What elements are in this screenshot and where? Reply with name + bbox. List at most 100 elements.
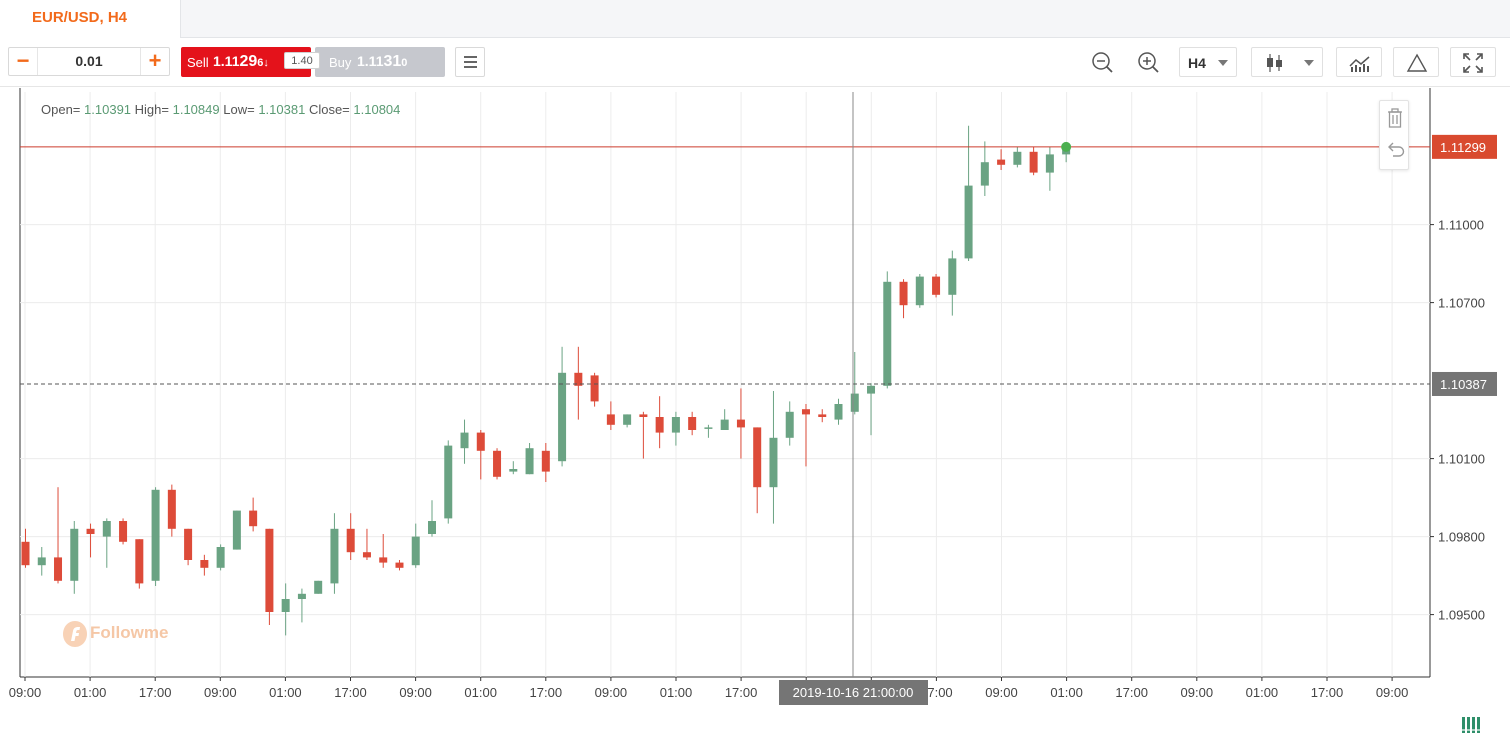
candle bbox=[574, 346, 583, 420]
candle bbox=[460, 419, 469, 464]
candle-body bbox=[70, 528, 79, 581]
candle-body bbox=[1045, 154, 1054, 173]
time-tick-label: 17:00 bbox=[530, 685, 563, 700]
candle bbox=[623, 414, 632, 428]
crosshair-time-label: 2019-10-16 21:00:00 bbox=[793, 685, 914, 700]
candle bbox=[54, 487, 63, 584]
zoom-out-icon bbox=[1092, 52, 1113, 73]
candle-body bbox=[964, 185, 973, 259]
candle bbox=[297, 588, 306, 623]
time-tick-label: 09:00 bbox=[985, 685, 1018, 700]
candle bbox=[379, 534, 388, 568]
undo-icon[interactable] bbox=[1385, 139, 1405, 161]
ohlc-open: 1.10391 bbox=[84, 102, 132, 117]
candle-body bbox=[362, 552, 371, 558]
candle-body bbox=[216, 547, 225, 568]
time-tick-label: 09:00 bbox=[204, 685, 237, 700]
candle bbox=[753, 427, 762, 514]
chart-toolbar: − 0.01 + Sell 1.11296↓ Buy 1.11310 1.40 … bbox=[0, 38, 1510, 87]
candle bbox=[362, 528, 371, 560]
candle-body bbox=[980, 162, 989, 186]
followme-logo-icon bbox=[63, 621, 87, 647]
candle-body bbox=[769, 437, 778, 488]
candle bbox=[86, 523, 95, 558]
candle-body bbox=[102, 521, 111, 537]
tab-title: EUR/USD, H4 bbox=[32, 9, 128, 26]
candle-body bbox=[834, 404, 843, 420]
tab-eurusd-h4[interactable]: EUR/USD, H4 bbox=[0, 0, 181, 38]
trash-icon[interactable] bbox=[1385, 107, 1405, 129]
candle-body bbox=[801, 409, 810, 415]
time-tick-label: 09:00 bbox=[595, 685, 628, 700]
candle bbox=[102, 518, 111, 568]
current-price-label: 1.11299 bbox=[1440, 140, 1486, 155]
zoom-in-button[interactable] bbox=[1134, 47, 1164, 77]
price-chart[interactable]: 1.09500 1.09800 1.10100 1.10700 1.11000 09:00… bbox=[0, 88, 1510, 743]
crosshair-time-badge bbox=[779, 680, 928, 705]
candle-body bbox=[265, 528, 274, 612]
candle bbox=[265, 528, 274, 625]
menu-button[interactable] bbox=[455, 47, 485, 77]
candle-body bbox=[899, 281, 908, 306]
candle bbox=[476, 430, 485, 480]
candle bbox=[151, 487, 160, 586]
chart-type-select[interactable] bbox=[1251, 47, 1323, 77]
crosshair-price-label: 1.10387 bbox=[1440, 377, 1487, 392]
candle-body bbox=[297, 593, 306, 599]
candles bbox=[21, 125, 1071, 636]
quantity-input[interactable]: 0.01 bbox=[75, 53, 103, 69]
time-tick-label: 17:00 bbox=[1311, 685, 1344, 700]
candle bbox=[704, 424, 713, 438]
buy-button[interactable]: Buy 1.11310 bbox=[315, 47, 445, 77]
indicators-button[interactable] bbox=[1336, 47, 1382, 77]
candle-body bbox=[541, 450, 550, 472]
candle bbox=[606, 401, 615, 430]
candle-body bbox=[119, 521, 128, 542]
live-price-dot bbox=[1061, 141, 1072, 152]
candle-body bbox=[232, 510, 241, 550]
current-price-badge bbox=[1432, 134, 1497, 159]
candle bbox=[200, 554, 209, 576]
candle-body bbox=[509, 469, 518, 472]
buy-price: 1.11310 bbox=[357, 53, 408, 70]
candle bbox=[493, 448, 502, 480]
candle bbox=[720, 409, 729, 430]
candle-body bbox=[1029, 151, 1038, 173]
candle-body bbox=[184, 528, 193, 560]
ohlc-readout: Open= 1.10391 High= 1.10849 Low= 1.10381… bbox=[41, 102, 401, 117]
candle-body bbox=[460, 432, 469, 449]
fullscreen-button[interactable] bbox=[1450, 47, 1496, 77]
quantity-decrease-button[interactable]: − bbox=[9, 48, 38, 75]
candle bbox=[70, 521, 79, 594]
timeframe-select[interactable]: H4 bbox=[1179, 47, 1237, 77]
volume-bars-icon[interactable] bbox=[1462, 717, 1482, 733]
candle-body bbox=[249, 510, 258, 527]
candle-body bbox=[558, 372, 567, 462]
candle-body bbox=[948, 258, 957, 295]
quantity-increase-button[interactable]: + bbox=[140, 48, 169, 75]
fullscreen-icon bbox=[1463, 53, 1483, 73]
candle bbox=[216, 544, 225, 571]
candle-body bbox=[525, 448, 534, 475]
candle-body bbox=[493, 450, 502, 477]
candle bbox=[428, 500, 436, 537]
candle bbox=[655, 396, 664, 449]
candle bbox=[834, 398, 843, 425]
candle bbox=[314, 580, 323, 594]
candle-body bbox=[330, 528, 339, 584]
drawing-tools-button[interactable] bbox=[1393, 47, 1439, 77]
candle bbox=[850, 352, 859, 415]
time-tick-label: 01:00 bbox=[1050, 685, 1083, 700]
candle bbox=[899, 279, 908, 319]
time-tick-label: 17:00 bbox=[920, 685, 953, 700]
watermark-text: Followme bbox=[90, 623, 169, 642]
candle bbox=[558, 346, 567, 467]
price-tick-label: 1.11000 bbox=[1438, 218, 1484, 233]
zoom-out-button[interactable] bbox=[1088, 47, 1118, 77]
candle-body bbox=[200, 560, 209, 568]
candle-body bbox=[720, 419, 729, 430]
candle bbox=[883, 271, 892, 389]
quantity-stepper: − 0.01 + bbox=[8, 47, 170, 76]
candle bbox=[671, 411, 680, 446]
time-tick-label: 09:00 bbox=[1181, 685, 1214, 700]
